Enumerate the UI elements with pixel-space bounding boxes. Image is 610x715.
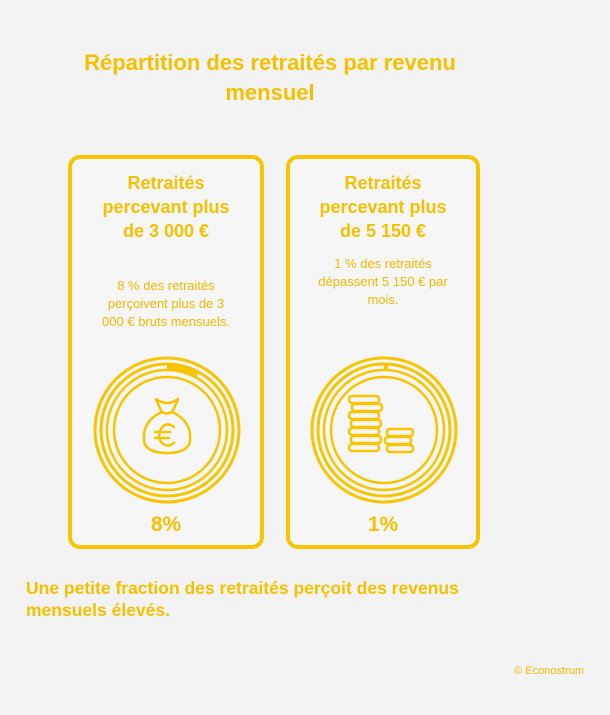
card-title: Retraités percevant plus de 3 000 € — [102, 173, 230, 241]
coin-stacks-icon — [347, 394, 415, 454]
progress-fill-arc — [384, 364, 389, 371]
card-description: 1 % des retraités dépassent 5 150 € par … — [318, 256, 448, 307]
card-over-3000: Retraités percevant plus de 3 000 € 8 % … — [68, 155, 264, 549]
progress-ring — [93, 356, 241, 504]
progress-fill-arc — [167, 364, 199, 378]
card-description: 8 % des retraités perçoivent plus de 3 0… — [102, 278, 230, 329]
percent-label: 1% — [367, 513, 399, 536]
progress-ring — [310, 356, 458, 504]
percent-label: 8% — [150, 513, 182, 536]
card-over-5150: Retraités percevant plus de 5 150 € 1 % … — [286, 155, 480, 549]
credit: © Econostrum — [514, 665, 584, 677]
card-title: Retraités percevant plus de 5 150 € — [319, 173, 447, 241]
money-bag-euro-icon — [142, 397, 192, 455]
summary-text: Une petite fraction des retraités perçoi… — [26, 578, 459, 620]
page-title: Répartition des retraités par revenu men… — [84, 50, 456, 105]
